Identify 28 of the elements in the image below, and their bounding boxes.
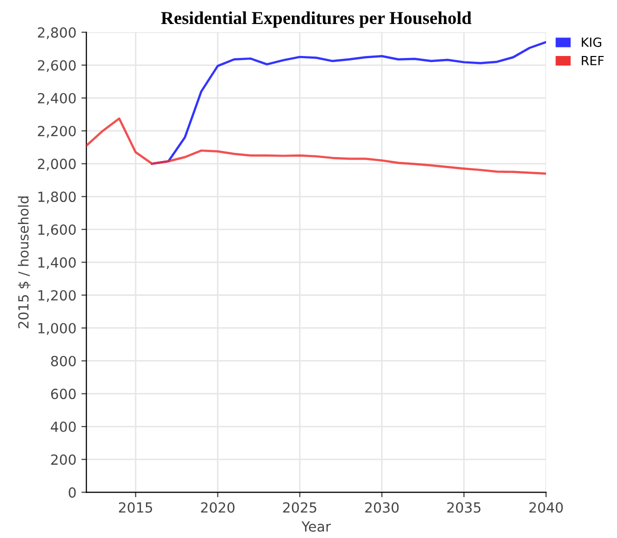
y-tick-label: 1,200 [38,290,76,302]
x-tick-label: 2025 [283,502,316,513]
y-tick-label: 200 [51,454,76,465]
y-tick-label: 2,600 [38,60,76,72]
y-tick-label: 1,000 [38,322,76,335]
y-axis-title: 2015 $ / household [18,196,30,328]
x-tick-label: 2015 [118,502,152,513]
line-series [86,117,546,175]
x-tick-label: 2035 [447,502,480,513]
line-series [150,41,546,165]
x-axis-title: Year [301,521,331,532]
y-tick-label: 1,600 [38,224,76,236]
chart-title: Residential Expenditures per Household [161,11,472,28]
y-tick-label: 600 [51,388,76,400]
y-tick-label: 800 [51,356,76,366]
y-tick-label: 2,200 [38,126,76,138]
y-tick-label: 2,400 [38,92,76,105]
y-tick-label: 0 [68,487,76,498]
y-tick-label: 1,800 [38,192,76,204]
legend-label: KIG [582,38,602,47]
y-tick-label: 1,400 [38,257,76,270]
y-tick-label: 400 [50,422,76,432]
y-tick-label: 2,000 [38,158,76,171]
y-tick-label: 2,800 [38,27,76,40]
legend-label: REF [582,56,604,66]
x-tick-label: 2020 [201,502,234,513]
x-tick-label: 2030 [365,502,399,513]
x-tick-label: 2040 [529,502,563,513]
